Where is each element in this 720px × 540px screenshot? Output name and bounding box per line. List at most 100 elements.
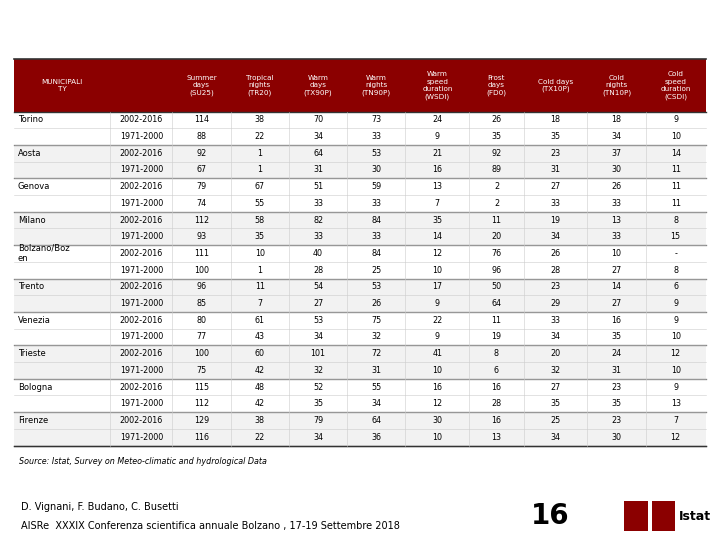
Text: 10: 10 [611,249,621,258]
Text: 96: 96 [197,282,207,292]
Text: 35: 35 [313,399,323,408]
Bar [14,128,706,145]
Bar [14,161,706,178]
Text: 76: 76 [492,249,502,258]
Text: Warm
speed
duration
(WSDI): Warm speed duration (WSDI) [422,71,453,99]
Bar [14,178,706,195]
Text: 23: 23 [611,382,621,392]
Text: 35: 35 [611,333,621,341]
Text: 13: 13 [670,399,680,408]
Bar [14,112,706,128]
Text: Firenze: Firenze [18,416,48,425]
Text: 33: 33 [313,232,323,241]
Text: 11: 11 [670,199,680,208]
Bar [14,195,706,212]
Text: 64: 64 [313,149,323,158]
Text: 6: 6 [673,282,678,292]
Text: 18: 18 [611,116,621,124]
Text: 1971-2000: 1971-2000 [120,333,163,341]
Bar [14,245,706,262]
Text: 111: 111 [194,249,209,258]
Text: 2002-2016: 2002-2016 [120,149,163,158]
Text: 20: 20 [492,232,502,241]
Text: 14: 14 [611,282,621,292]
Text: 10: 10 [433,366,442,375]
Text: 9: 9 [435,299,440,308]
Text: 9: 9 [673,382,678,392]
Text: 28: 28 [551,266,561,275]
Text: 100: 100 [194,349,209,358]
Text: 35: 35 [492,132,502,141]
Text: 2002-2016: 2002-2016 [120,249,163,258]
Text: 16: 16 [433,382,442,392]
Text: Torino: Torino [18,116,43,124]
Text: 7: 7 [673,416,678,425]
Bar [14,412,706,429]
Text: 14: 14 [670,149,680,158]
Bar [14,212,706,228]
Text: 34: 34 [313,333,323,341]
Text: 1971-2000: 1971-2000 [120,165,163,174]
Bar [14,379,706,395]
Text: 30: 30 [372,165,382,174]
Text: Cold
speed
duration
(CSDI): Cold speed duration (CSDI) [660,71,691,99]
Bar [14,362,706,379]
Text: 79: 79 [313,416,323,425]
Text: 7: 7 [435,199,440,208]
Text: MUNICIPALI
TY: MUNICIPALI TY [42,79,83,92]
Bar [14,228,706,245]
Text: 22: 22 [255,132,265,141]
Text: 77: 77 [197,333,207,341]
Text: 25: 25 [550,416,561,425]
Text: 2002-2016: 2002-2016 [120,416,163,425]
Text: 26: 26 [492,116,502,124]
Text: 112: 112 [194,215,209,225]
Text: 8: 8 [494,349,499,358]
Text: 12: 12 [670,349,680,358]
Text: 40: 40 [313,249,323,258]
Text: 34: 34 [551,333,561,341]
Text: 1971-2000: 1971-2000 [120,199,163,208]
Text: 2002-2016: 2002-2016 [120,182,163,191]
Text: 27: 27 [550,182,561,191]
Text: 10: 10 [433,433,442,442]
Bar [14,312,706,329]
Text: 26: 26 [611,182,621,191]
Text: Genova: Genova [18,182,50,191]
Text: 11: 11 [255,282,265,292]
Text: 116: 116 [194,433,209,442]
Text: 2002-2016: 2002-2016 [120,116,163,124]
Text: 17: 17 [432,282,443,292]
Text: 50: 50 [492,282,502,292]
Text: 9: 9 [435,132,440,141]
Text: 12: 12 [432,249,443,258]
Text: 31: 31 [313,165,323,174]
Text: 34: 34 [313,433,323,442]
Text: 79: 79 [197,182,207,191]
Text: 13: 13 [492,433,502,442]
Text: 30: 30 [611,433,621,442]
Text: 96: 96 [492,266,502,275]
Text: 82: 82 [313,215,323,225]
Text: Venezia: Venezia [18,316,50,325]
Text: 2002-2016: 2002-2016 [120,282,163,292]
Text: 11: 11 [670,165,680,174]
Text: 26: 26 [551,249,561,258]
Text: 9: 9 [673,299,678,308]
Text: 36: 36 [372,433,382,442]
Text: 43: 43 [255,333,265,341]
Text: 73: 73 [372,116,382,124]
Text: 42: 42 [255,399,265,408]
Text: 10: 10 [670,333,680,341]
Text: 10: 10 [255,249,265,258]
Text: 9: 9 [673,316,678,325]
Text: 70: 70 [313,116,323,124]
Bar [14,262,706,279]
Text: 2002-2016: 2002-2016 [120,382,163,392]
Text: 1: 1 [257,266,262,275]
Text: D. Vignani, F. Budano, C. Busetti: D. Vignani, F. Budano, C. Busetti [22,502,179,512]
Text: 32: 32 [313,366,323,375]
Text: 35: 35 [551,399,561,408]
Text: 12: 12 [432,399,443,408]
Text: 33: 33 [372,132,382,141]
